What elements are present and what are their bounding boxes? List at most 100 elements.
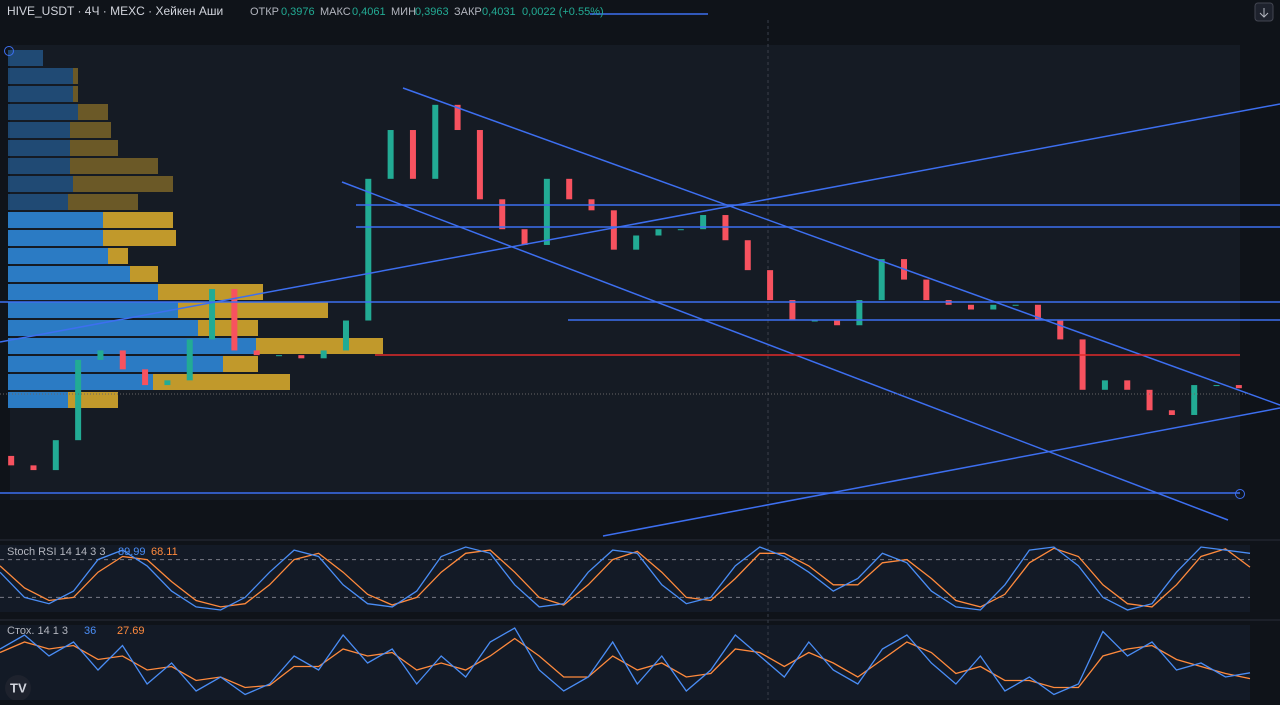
candle-body (700, 215, 707, 230)
profile-buy (8, 158, 70, 174)
profile-buy (8, 302, 178, 318)
candle-body (566, 178, 573, 200)
candle-body (1191, 385, 1198, 415)
anchor (1235, 489, 1245, 499)
profile-sell (78, 104, 108, 120)
candle-body (142, 369, 149, 386)
candle-body (789, 300, 796, 321)
candle-body (1124, 380, 1131, 390)
profile-sell (153, 374, 290, 390)
candle-body (856, 300, 863, 326)
profile-buy (8, 140, 70, 156)
candle-body (1034, 304, 1041, 321)
profile-sell (198, 320, 258, 336)
candle-body (967, 304, 974, 310)
svg-text:TV: TV (10, 680, 27, 695)
profile-sell (73, 68, 78, 84)
anchor (4, 46, 14, 56)
candle-body (1168, 410, 1175, 415)
value: 0,3963 (415, 6, 449, 18)
profile-sell (108, 248, 128, 264)
candle-body (209, 289, 216, 340)
profile-buy (8, 212, 103, 228)
label: ЗАКР (454, 6, 482, 18)
k-line (0, 546, 1251, 611)
trend-line (602, 407, 1280, 537)
candle-body (1079, 339, 1086, 390)
candle-body (387, 130, 394, 179)
profile-sell (68, 194, 138, 210)
profile-buy (8, 194, 68, 210)
k-value: 89.99 (118, 546, 146, 558)
label: МАКС (320, 6, 351, 18)
label: МИН (391, 6, 416, 18)
profile-buy (8, 50, 43, 66)
profile-buy (8, 122, 70, 138)
profile-buy (8, 248, 108, 264)
logo: TV (5, 675, 31, 701)
d-line (0, 547, 1251, 608)
candle-body (610, 210, 617, 250)
candle-body (633, 235, 640, 250)
candle-body (767, 270, 774, 301)
profile-sell (223, 356, 258, 372)
candle-body (186, 339, 193, 381)
profile-buy (8, 176, 73, 192)
label: ОТКР (250, 6, 279, 18)
value: 0,4061 (352, 6, 386, 18)
candle-body (276, 355, 283, 357)
profile-sell (70, 140, 118, 156)
candle-body (923, 279, 930, 301)
profile-buy (8, 68, 73, 84)
profile-sell (70, 158, 158, 174)
profile-buy (8, 392, 68, 408)
trend-line (341, 181, 1229, 521)
candle-body (409, 130, 416, 179)
profile-sell (256, 338, 383, 354)
candle-body (476, 130, 483, 200)
candle-body (834, 320, 841, 326)
candle-body (253, 350, 260, 356)
profile-buy (8, 230, 103, 246)
candle-body (119, 350, 126, 370)
d-value: 68.11 (151, 546, 178, 558)
range-area (10, 45, 1240, 500)
candle-body (744, 240, 751, 271)
indicator-title: Стох. 14 1 3 (7, 625, 68, 637)
profile-buy (8, 338, 256, 354)
profile-sell (70, 122, 111, 138)
candle-body (1057, 320, 1064, 340)
d-value: 27.69 (117, 625, 145, 637)
change: 0,0022 (+0.55%) (522, 6, 604, 18)
indicator-title: Stoch RSI 14 14 3 3 (7, 546, 105, 558)
profile-buy (8, 104, 78, 120)
profile-buy (8, 356, 223, 372)
profile-buy (8, 284, 158, 300)
profile-sell (73, 176, 173, 192)
candle-body (1235, 385, 1242, 389)
trend-line (402, 87, 1280, 406)
scroll-icon (1259, 8, 1269, 18)
value: 0,4031 (482, 6, 516, 18)
candle-body (8, 455, 15, 466)
candle-body (342, 320, 349, 351)
candle-body (1012, 304, 1019, 306)
candle-body (878, 259, 885, 301)
candle-body (811, 320, 818, 322)
profile-sell (130, 266, 158, 282)
profile-buy (8, 86, 73, 102)
candle-body (521, 229, 528, 245)
k-line (0, 627, 1251, 696)
candle-body (52, 440, 59, 471)
candle-body (75, 359, 82, 441)
drawings (0, 13, 1280, 537)
profile-sell (73, 86, 78, 102)
candle-body (543, 178, 550, 245)
profile-sell (103, 212, 173, 228)
candle-body (97, 350, 104, 360)
candle-body (30, 465, 37, 471)
candle-body (320, 350, 327, 359)
candle-body (1146, 389, 1153, 411)
